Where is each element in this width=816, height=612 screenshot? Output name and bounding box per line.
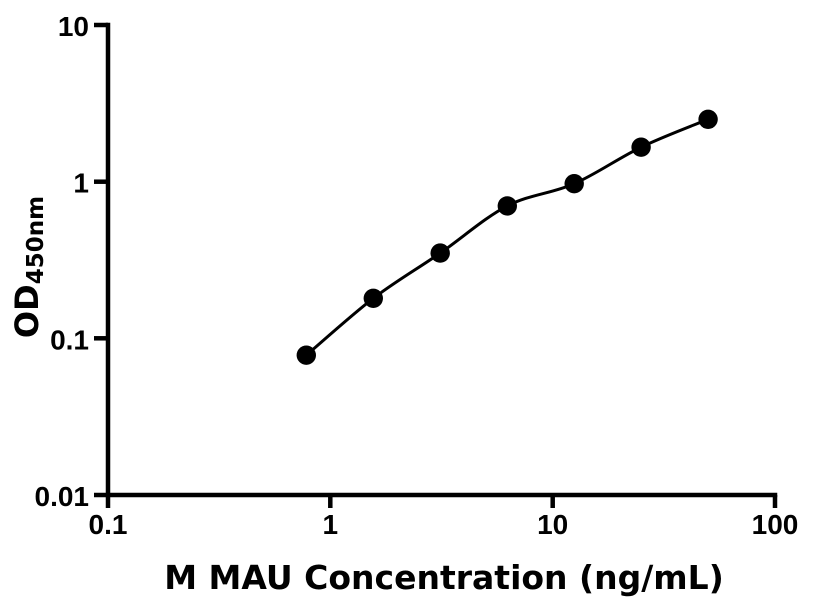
data-point-marker [296,345,316,365]
y-tick-label: 10 [58,11,89,42]
tick-marks [94,22,778,508]
data-point-marker [631,137,651,157]
standard-curve-line [305,117,709,357]
x-tick-label: 100 [752,509,799,540]
x-tick-label: 0.1 [89,509,128,540]
y-tick-label: 0.1 [50,324,89,355]
x-tick-label: 1 [323,509,339,540]
x-axis-title: M MAU Concentration (ng/mL) [164,558,724,597]
y-tick-label: 1 [73,168,89,199]
data-point-marker [430,243,450,263]
x-tick-label: 10 [537,509,568,540]
data-point-marker [564,174,584,194]
data-point-marker [698,109,718,129]
y-axis-title: OD450nm [8,196,49,338]
data-series [296,109,718,365]
y-tick-label: 0.01 [35,481,90,512]
y-axis-title-base: OD [8,284,46,338]
data-point-marker [497,196,517,216]
data-point-marker [363,288,383,308]
y-axis-title-subscript: 450nm [23,196,49,284]
